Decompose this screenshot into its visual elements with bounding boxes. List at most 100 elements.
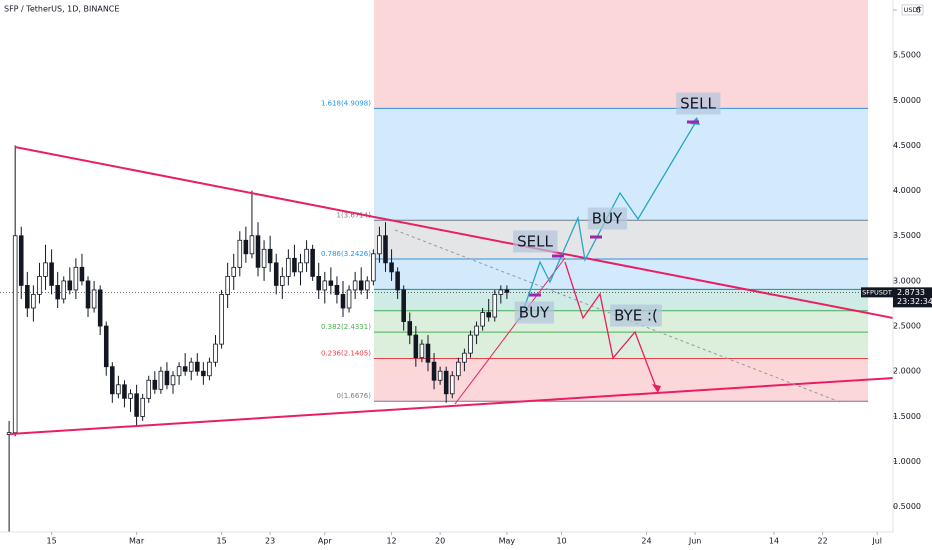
candle-body	[79, 266, 85, 282]
candle-body	[407, 321, 413, 336]
x-tick-label: Jul	[871, 537, 882, 546]
candle-body	[498, 289, 504, 295]
candle-body	[37, 275, 42, 295]
annotation-box	[610, 304, 662, 327]
candle-body	[383, 235, 388, 264]
candle-body	[237, 239, 243, 268]
fib-level-label: 0.236(2.1405)	[321, 350, 371, 358]
annotation: SELL	[513, 230, 558, 253]
candle-body	[255, 235, 261, 268]
candle-body	[213, 343, 218, 363]
candle-body	[207, 361, 212, 377]
candle-body	[25, 285, 30, 309]
trendline-lower	[9, 377, 893, 435]
y-tick-label: 5.0000	[893, 96, 921, 105]
candle-body	[468, 334, 473, 354]
fib-level-label: 0(1.6676)	[337, 392, 372, 400]
candle-body	[431, 361, 437, 381]
candle-body	[18, 235, 24, 286]
candle-body	[328, 280, 334, 286]
candle-body	[231, 266, 237, 277]
candle-body	[31, 294, 36, 309]
candle-body	[437, 370, 443, 381]
candle-body	[371, 253, 376, 282]
arrow-head	[652, 384, 661, 393]
candle-body	[389, 262, 394, 273]
price-tag	[893, 287, 932, 308]
symbol-label: SFPUSDT	[862, 288, 892, 296]
annotation: BUY	[587, 207, 628, 230]
candle-body	[449, 375, 455, 395]
signal-marker	[590, 235, 602, 239]
fib-level-label: 1.618(4.9098)	[321, 99, 371, 107]
annotation-box	[587, 207, 628, 230]
candle-body	[134, 393, 139, 417]
plot-area: 0(1.6676) 0.236(2.1405) 0.382(2.4331) 0.786…	[0, 0, 893, 532]
candle-body	[413, 334, 419, 359]
fib-zone	[373, 332, 869, 359]
candle-body	[195, 361, 200, 372]
fib-zone	[373, 258, 869, 290]
candle-body	[43, 262, 48, 277]
candle-body	[456, 361, 461, 377]
candle-body	[61, 280, 67, 300]
annotation-text: BUY	[519, 304, 550, 322]
fib-zone	[373, 0, 869, 109]
annotation-box	[514, 301, 555, 324]
y-tick-label: 5.5000	[893, 51, 921, 60]
candle-body	[103, 325, 109, 368]
candle-body	[352, 280, 358, 291]
x-tick-label: Mar	[129, 537, 145, 546]
x-tick-label: 24	[641, 537, 651, 546]
y-tick-label: 0.5000	[893, 502, 921, 511]
candle-body	[486, 312, 491, 318]
signal-marker	[687, 120, 699, 124]
candle-body	[334, 285, 340, 295]
signal-marker	[529, 293, 541, 297]
candle-body	[152, 379, 158, 390]
candle-body	[128, 393, 133, 399]
trendline-upper	[14, 146, 893, 319]
candle-body	[286, 257, 291, 277]
countdown-label: 23:32:34	[897, 297, 932, 306]
y-tick-label: 1.5000	[893, 412, 921, 421]
candle-body	[280, 275, 285, 286]
annotation-box	[513, 230, 558, 253]
x-tick-label: Apr	[318, 537, 333, 546]
x-tick-label: 22	[817, 537, 827, 546]
candle-body	[480, 312, 485, 327]
candle-body	[249, 235, 255, 255]
y-tick-label: 4.5000	[893, 141, 921, 150]
candle-body	[122, 384, 127, 399]
candle-body	[377, 235, 382, 255]
candle-body	[67, 280, 73, 291]
annotation-text: SELL	[517, 233, 553, 251]
candle-body	[146, 379, 152, 399]
y-tick-label: 1.0000	[893, 457, 921, 466]
y-tick-label: 6	[916, 5, 921, 14]
currency-box	[901, 4, 924, 16]
candle-body	[158, 370, 164, 390]
candle-body	[243, 239, 249, 255]
y-tick-label: 4.0000	[893, 186, 921, 195]
candle-body	[219, 294, 224, 345]
annotation: BYE :(	[610, 304, 662, 327]
candle-body	[201, 370, 206, 377]
candle-body	[170, 375, 176, 386]
x-tick-label: Jun	[688, 537, 702, 546]
candle-body	[49, 262, 54, 286]
candle-body	[322, 280, 328, 291]
candle-body	[110, 366, 115, 395]
candle-body	[12, 235, 18, 434]
x-tick-label: 12	[386, 537, 396, 546]
candle-body	[176, 366, 182, 377]
candle-body	[182, 366, 188, 372]
candle-body	[273, 262, 279, 286]
candle-body	[140, 397, 145, 417]
candle-body	[316, 275, 321, 291]
candle-body	[419, 343, 425, 359]
candle-body	[474, 325, 479, 336]
symbol-tag	[861, 287, 893, 298]
y-tick-label: 2.5000	[893, 322, 921, 331]
